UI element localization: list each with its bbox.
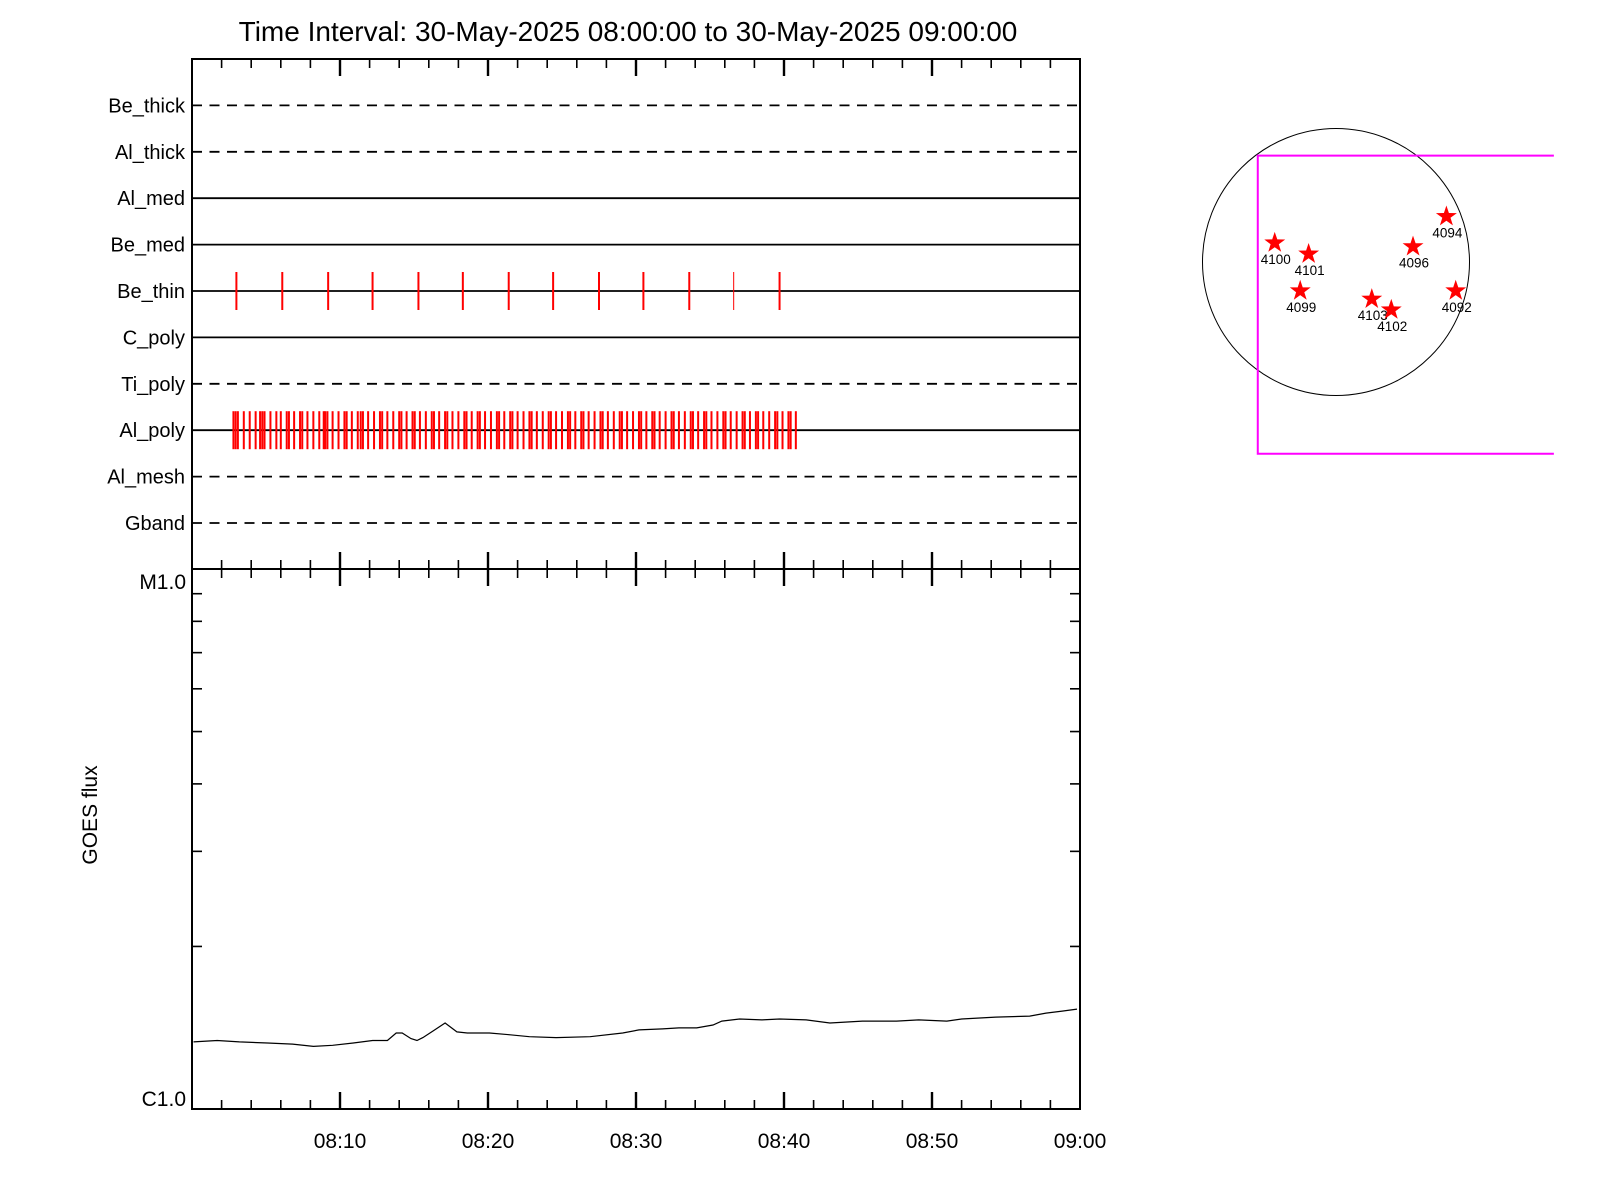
goes-flux-panel: M1.0 C1.0 GOES flux 08:10 08:20 08:30 08:40 08:…: [79, 568, 1107, 1153]
active-region-label-4101: 4101: [1295, 263, 1325, 278]
active-region-label-4094: 4094: [1432, 225, 1463, 240]
filter-row-Al_mesh: Al_mesh: [107, 467, 1080, 489]
goes-top-flux-label: M1.0: [139, 571, 186, 594]
active-region-4096: 4096: [1399, 235, 1429, 271]
time-axis-label-09:00: 09:00: [1054, 1130, 1107, 1153]
time-axis-label-08:40: 08:40: [758, 1130, 811, 1153]
active-region-star-icon: [1402, 235, 1424, 256]
sun-limb-circle: [1202, 128, 1470, 396]
time-axis-label-08:10: 08:10: [314, 1130, 367, 1153]
active-region-label-4102: 4102: [1377, 319, 1407, 334]
active-region-star-icon: [1445, 279, 1467, 300]
filter-row-Be_med: Be_med: [111, 235, 1080, 257]
active-region-star-icon: [1361, 288, 1383, 308]
filter-row-Gband: Gband: [125, 513, 1080, 535]
active-region-star-icon: [1435, 205, 1457, 226]
active-region-4102: 4102: [1377, 298, 1407, 334]
goes-flux-line: [193, 1008, 1078, 1048]
filter-row-Al_med: Al_med: [117, 188, 1080, 210]
active-region-label-4096: 4096: [1399, 256, 1429, 271]
active-region-star-icon: [1289, 279, 1311, 300]
fov-box: [1256, 154, 1554, 455]
goes-panel-border: [191, 568, 1081, 1110]
filter-timeline-panel: Be_thick Al_thick Al_med Be_med Be_thin C_pol…: [107, 58, 1081, 586]
filter-row-Al_thick: Al_thick: [115, 142, 1080, 164]
goes-bottom-flux-label: C1.0: [142, 1088, 186, 1111]
active-region-label-4092: 4092: [1442, 300, 1472, 315]
filter-label-Al_mesh: Al_mesh: [107, 467, 185, 489]
goes-y-axis-title: GOES flux: [79, 765, 102, 865]
filter-row-Be_thin: Be_thin: [117, 272, 1080, 310]
active-region-label-4103: 4103: [1358, 308, 1388, 323]
active-region-label-4100: 4100: [1261, 252, 1291, 267]
active-region-4100: 4100: [1261, 231, 1291, 267]
active-region-star-icon: [1298, 243, 1320, 263]
filter-label-Be_med: Be_med: [111, 235, 186, 257]
active-region-star-icon: [1264, 231, 1286, 252]
filter-label-Ti_poly: Ti_poly: [121, 374, 185, 396]
filter-label-Al_med: Al_med: [117, 188, 185, 210]
time-axis-label-08:30: 08:30: [610, 1130, 663, 1153]
filter-label-Al_thick: Al_thick: [115, 142, 186, 164]
active-region-4101: 4101: [1295, 243, 1325, 278]
filter-label-Be_thick: Be_thick: [108, 95, 186, 117]
active-region-4092: 4092: [1442, 279, 1472, 315]
active-region-4094: 4094: [1432, 205, 1463, 240]
plot-title: Time Interval: 30-May-2025 08:00:00 to 3…: [238, 16, 1018, 47]
filter-label-Al_poly: Al_poly: [119, 420, 185, 442]
time-axis-label-08:20: 08:20: [462, 1130, 515, 1153]
filter-row-C_poly: C_poly: [123, 327, 1080, 349]
filter-label-Be_thin: Be_thin: [117, 281, 185, 303]
filter-label-Gband: Gband: [125, 513, 185, 535]
filter-panel-border: [191, 58, 1081, 570]
active-region-4103: 4103: [1358, 288, 1388, 323]
active-region-4099: 4099: [1286, 279, 1316, 315]
filter-row-Al_poly: Al_poly: [119, 411, 1080, 450]
filter-row-Be_thick: Be_thick: [108, 95, 1080, 117]
active-region-star-icon: [1380, 298, 1402, 319]
filter-label-C_poly: C_poly: [123, 327, 185, 349]
time-axis-label-08:50: 08:50: [906, 1130, 959, 1153]
filter-row-Ti_poly: Ti_poly: [121, 374, 1080, 396]
active-region-label-4099: 4099: [1286, 300, 1316, 315]
